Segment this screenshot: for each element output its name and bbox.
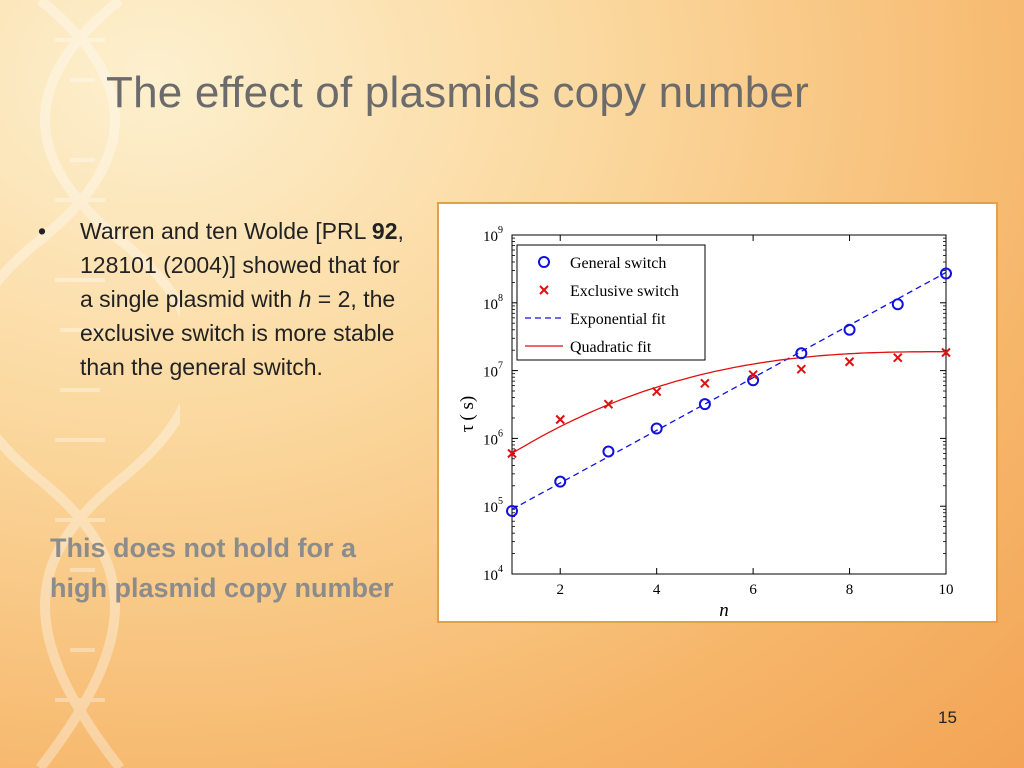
- y-tick-label: 104: [483, 564, 503, 584]
- fit-lines: [511, 271, 947, 510]
- exclusive-switch-point: [651, 386, 662, 397]
- exclusive-switch-point: [844, 357, 855, 367]
- general-switch-point: [795, 347, 808, 360]
- y-tick-exponent: 9: [498, 225, 503, 236]
- y-tick-label: 107: [483, 361, 503, 381]
- exclusive-switch-point: [603, 399, 614, 409]
- y-axis-unit: ( s): [457, 396, 478, 421]
- bullet-text-part-3: = 2, the exclusive switch is more stable…: [80, 286, 396, 380]
- x-tick-labels: 2 4 6 8 10: [556, 582, 953, 598]
- legend-circle-marker: [538, 256, 550, 268]
- y-tick-label: 105: [483, 496, 503, 516]
- exclusive-switch-point: [941, 347, 951, 358]
- exclusive-switch-point: [555, 414, 565, 425]
- exclusive-switch-point: [893, 352, 903, 363]
- x-tick-label: 10: [939, 582, 954, 598]
- general-switch-point: [891, 298, 904, 311]
- svg-text:τ( s): τ ( s): [457, 396, 478, 432]
- general-switch-point: [698, 398, 711, 411]
- bullet-text-part-2: , 128101 (2004)] showed that for a singl…: [80, 218, 404, 312]
- y-tick-exponent: 8: [498, 293, 503, 304]
- chart-svg: 104 105 106 107 108 109 2 4 6 8 10 n τ ( s) Genera…: [457, 225, 954, 621]
- x-tick-label: 4: [653, 582, 661, 598]
- y-tick-label: 109: [483, 225, 503, 245]
- legend-entry-general: General switch: [570, 255, 666, 272]
- variable-h: h: [298, 286, 312, 312]
- exponential-fit-line: [511, 271, 947, 510]
- page-number: 15: [938, 708, 957, 727]
- y-axis-label: τ ( s): [457, 396, 478, 432]
- x-axis-label: n: [719, 600, 729, 621]
- y-tick-exponent: 6: [498, 428, 503, 439]
- exclusive-switch-point: [507, 448, 517, 459]
- y-tick-exponent: 7: [498, 361, 503, 372]
- legend-x-marker: [539, 285, 549, 295]
- y-tick-label: 106: [483, 428, 503, 448]
- general-switch-point: [940, 267, 952, 280]
- y-tick-labels: 104 105 106 107 108 109: [483, 225, 503, 584]
- y-axis-symbol: τ: [457, 424, 478, 432]
- general-switch-point: [650, 422, 663, 435]
- data-markers: [506, 267, 952, 517]
- legend-entry-exponential: Exponential fit: [570, 311, 666, 328]
- general-switch-point: [554, 475, 567, 488]
- plot-area-frame: [511, 234, 947, 575]
- x-tick-label: 8: [846, 582, 854, 598]
- chart-legend: General switch Exclusive switch Exponent…: [516, 244, 706, 361]
- dna-helix-decoration: [0, 0, 180, 768]
- bullet-point: • Warren and ten Wolde [PRL 92, 128101 (…: [38, 214, 408, 384]
- legend-entry-quadratic: Quadratic fit: [570, 339, 652, 356]
- y-tick-label: 108: [483, 293, 503, 313]
- quadratic-fit-curve: [511, 351, 946, 454]
- exclusive-switch-point: [700, 378, 710, 388]
- slide-title: The effect of plasmids copy number: [106, 68, 810, 117]
- x-tick-label: 2: [556, 582, 564, 598]
- highlight-statement: This does not hold for a high plasmid co…: [50, 533, 394, 603]
- y-tick-exponent: 5: [498, 496, 503, 507]
- legend-entry-exclusive: Exclusive switch: [570, 283, 679, 300]
- exclusive-switch-point: [796, 364, 807, 374]
- y-tick-exponent: 4: [498, 564, 503, 575]
- bullet-text-part-1: Warren and ten Wolde [PRL: [80, 218, 372, 244]
- bullet-text: Warren and ten Wolde [PRL 92, 128101 (20…: [80, 214, 408, 384]
- exclusive-switch-point: [748, 369, 758, 380]
- chart-container: 104 105 106 107 108 109 2 4 6 8 10 n τ ( s) Genera…: [437, 202, 998, 623]
- general-switch-point: [843, 323, 856, 336]
- bullet-marker: •: [38, 218, 47, 244]
- general-switch-point: [602, 445, 615, 458]
- journal-volume: 92: [371, 218, 398, 244]
- axis-ticks: [512, 234, 947, 575]
- x-tick-label: 6: [749, 582, 757, 598]
- general-switch-point: [506, 504, 518, 517]
